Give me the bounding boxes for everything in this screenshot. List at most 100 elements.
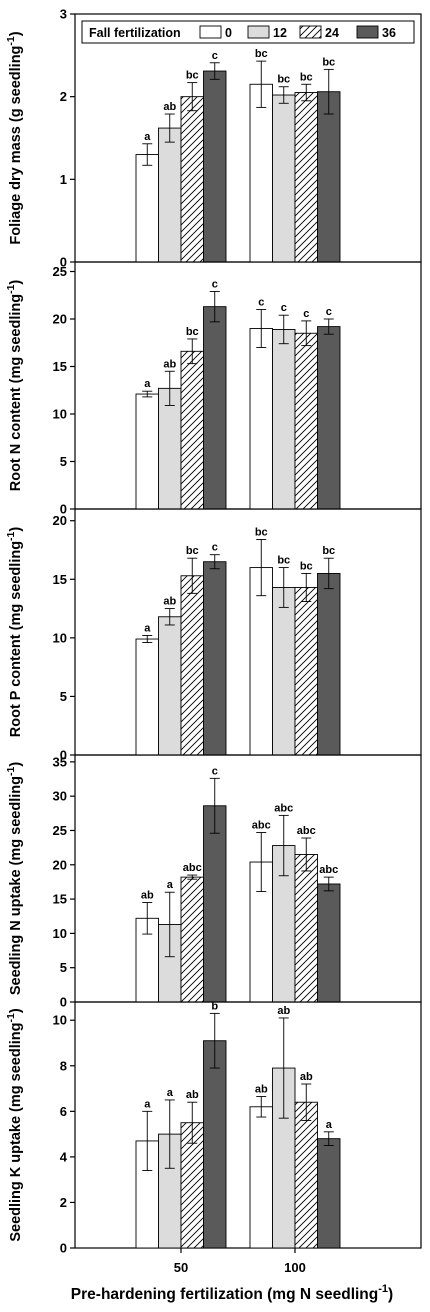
significance-label: a — [144, 623, 151, 635]
y-tick-label: 5 — [60, 689, 67, 704]
bar-24-100 — [294, 332, 318, 510]
y-axis-title-sup: -1 — [5, 36, 17, 45]
legend: Fall fertilization 0 12 24 36 — [81, 20, 415, 44]
y-axis-title-close: ) — [8, 1008, 24, 1013]
legend-entry-24: 24 — [325, 26, 339, 40]
y-tick-label: 15 — [53, 359, 67, 374]
x-tick-label: 100 — [284, 1260, 306, 1275]
y-axis-title-main: Foliage dry mass (g seedling — [8, 46, 24, 245]
y-tick-label: 6 — [60, 1104, 67, 1119]
y-tick-label: 20 — [53, 857, 67, 872]
panel-4: 0 5 10 15 20 25 30 35 Seedling N uptake (mg seed… — [5, 754, 422, 1010]
panel-frame — [74, 754, 422, 1003]
significance-label: a — [326, 1119, 333, 1131]
bar-24-50 — [180, 350, 204, 510]
y-tick-label: 10 — [53, 630, 67, 645]
y-tick-label: 3 — [60, 7, 67, 22]
y-tick-label: 20 — [53, 513, 67, 528]
significance-label: ab — [186, 1089, 199, 1101]
panel-2: 0 5 10 15 20 25 Root N content (mg seedling-1)… — [5, 261, 422, 517]
bar-12-50 — [158, 127, 182, 263]
legend-entry-0: 0 — [225, 26, 232, 40]
y-tick-label: 10 — [53, 407, 67, 422]
significance-label: b — [211, 1000, 218, 1012]
x-axis-labels: 50 100 — [174, 1248, 306, 1275]
legend-swatch-0 — [199, 25, 222, 39]
y-axis-title: Root N content (mg seedling-1) — [5, 280, 24, 492]
significance-label: bc — [277, 555, 290, 567]
y-axis-title-main: Root P content (mg seedling — [8, 541, 24, 737]
significance-label: a — [144, 378, 151, 390]
significance-label: bc — [186, 326, 199, 338]
bar-24-100 — [294, 92, 318, 263]
significance-label: bc — [300, 560, 313, 572]
significance-label: abc — [319, 864, 338, 876]
y-tick-label: 20 — [53, 312, 67, 327]
significance-label: bc — [322, 545, 335, 557]
bar-12-100 — [272, 94, 296, 263]
bar-36-100 — [317, 326, 341, 510]
y-axis-title-sup: -1 — [5, 531, 17, 540]
significance-label: ab — [163, 596, 176, 608]
y-tick-label: 2 — [60, 89, 67, 104]
bar-0-100 — [249, 1106, 273, 1249]
significance-label: ab — [277, 1005, 290, 1017]
y-axis-title-close: ) — [8, 527, 24, 532]
bar-0-50 — [135, 154, 159, 263]
bar-0-50 — [135, 638, 159, 756]
legend-entry-36: 36 — [382, 26, 396, 40]
y-axis-title-close: ) — [8, 280, 24, 285]
panel-frame — [74, 508, 422, 756]
significance-label: c — [303, 308, 309, 320]
panel-frame — [74, 261, 422, 510]
y-axis-title-sup: -1 — [5, 284, 17, 293]
bar-36-100 — [317, 91, 341, 263]
y-axis-title: Foliage dry mass (g seedling-1) — [5, 31, 24, 244]
legend-entry-12: 12 — [273, 26, 287, 40]
bar-12-100 — [272, 587, 296, 756]
y-axis-title: Seedling N uptake (mg seedling-1) — [5, 762, 24, 996]
x-axis-title-close: ) — [388, 1286, 393, 1303]
bar-0-100 — [249, 328, 273, 510]
bar-36-50 — [203, 805, 227, 1003]
bar-24-100 — [294, 1101, 318, 1249]
significance-label: abc — [297, 825, 316, 837]
significance-label: abc — [252, 820, 271, 832]
significance-label: bc — [186, 70, 199, 82]
significance-label: ab — [163, 101, 176, 113]
y-axis-title-main: Seedling K uptake (mg seedling — [8, 1023, 24, 1242]
bar-36-50 — [203, 1040, 227, 1249]
bar-36-100 — [317, 1138, 341, 1249]
x-axis-title-main: Pre-hardening fertilization (mg N seedli… — [71, 1286, 378, 1303]
significance-label: ab — [163, 358, 176, 370]
y-tick-label: 0 — [60, 502, 67, 517]
y-axis-title-sup: -1 — [5, 767, 17, 776]
significance-label: bc — [255, 48, 268, 60]
y-axis-title-close: ) — [8, 762, 24, 767]
significance-label: a — [144, 131, 151, 143]
y-tick-label: 30 — [53, 789, 67, 804]
bar-0-50 — [135, 393, 159, 510]
y-tick-label: 1 — [60, 172, 67, 187]
y-tick-label: 0 — [60, 995, 67, 1010]
bar-24-50 — [180, 575, 204, 756]
significance-label: bc — [277, 74, 290, 86]
significance-label: a — [167, 1087, 174, 1099]
x-axis-title: Pre-hardening fertilization (mg N seedli… — [71, 1283, 393, 1303]
legend-swatch-36 — [356, 25, 379, 39]
y-axis-title: Root P content (mg seedling-1) — [5, 527, 24, 738]
y-tick-label: 0 — [60, 748, 67, 763]
y-axis-title: Seedling K uptake (mg seedling-1) — [5, 1008, 24, 1242]
y-tick-label: 8 — [60, 1058, 67, 1073]
significance-label: ab — [300, 1071, 313, 1083]
significance-label: abc — [274, 802, 293, 814]
y-tick-label: 0 — [60, 1241, 67, 1256]
significance-label: a — [167, 879, 174, 891]
panel-frame — [74, 1001, 422, 1249]
significance-label: bc — [255, 526, 268, 538]
bar-36-50 — [203, 561, 227, 756]
y-tick-label: 0 — [60, 255, 67, 270]
